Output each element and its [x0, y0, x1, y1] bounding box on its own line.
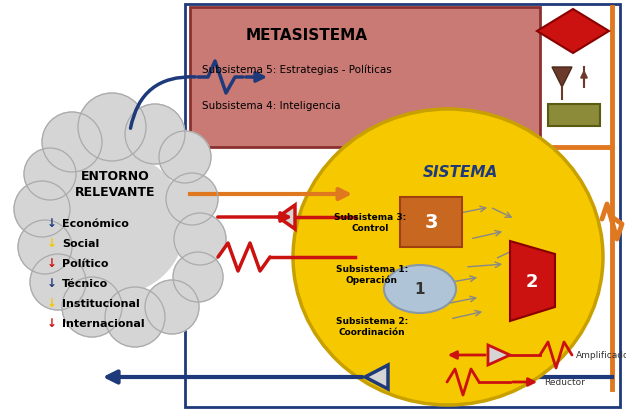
- Circle shape: [159, 132, 211, 183]
- Text: Amplificador: Amplificador: [576, 351, 626, 360]
- Circle shape: [174, 214, 226, 266]
- Text: ↓: ↓: [47, 277, 57, 290]
- Text: Técnico: Técnico: [62, 278, 108, 288]
- Circle shape: [42, 113, 102, 173]
- Polygon shape: [552, 68, 572, 88]
- Polygon shape: [365, 365, 388, 389]
- Text: ↓: ↓: [47, 297, 57, 310]
- Polygon shape: [537, 10, 609, 54]
- Circle shape: [14, 182, 70, 237]
- Text: Político: Político: [62, 259, 108, 268]
- Text: SISTEMA: SISTEMA: [423, 165, 498, 180]
- Circle shape: [62, 277, 122, 337]
- Text: Subsistema 1:
Operación: Subsistema 1: Operación: [336, 264, 408, 284]
- Circle shape: [125, 105, 185, 165]
- Text: METASISTEMA: METASISTEMA: [245, 28, 367, 43]
- Text: 3: 3: [424, 213, 438, 232]
- Text: ↓: ↓: [47, 257, 57, 270]
- FancyBboxPatch shape: [548, 105, 600, 127]
- Text: Reductor: Reductor: [544, 377, 585, 387]
- Text: Subsistema 5: Estrategias - Políticas: Subsistema 5: Estrategias - Políticas: [202, 64, 392, 75]
- Text: ↓: ↓: [47, 217, 57, 230]
- Text: ↓: ↓: [47, 317, 57, 330]
- Text: 2: 2: [526, 272, 538, 290]
- Circle shape: [166, 173, 218, 225]
- Text: Económico: Económico: [62, 218, 129, 228]
- FancyArrowPatch shape: [130, 78, 195, 129]
- Text: Subsistema 3:
Control: Subsistema 3: Control: [334, 213, 406, 232]
- FancyBboxPatch shape: [400, 197, 462, 247]
- Circle shape: [18, 221, 72, 274]
- Polygon shape: [510, 242, 555, 321]
- Text: Internacional: Internacional: [62, 318, 145, 328]
- Polygon shape: [488, 345, 510, 365]
- Circle shape: [78, 94, 146, 161]
- Circle shape: [173, 252, 223, 302]
- Polygon shape: [278, 206, 295, 230]
- FancyBboxPatch shape: [190, 8, 540, 147]
- Text: Institucional: Institucional: [62, 298, 140, 308]
- Text: Subsistema 4: Inteligencia: Subsistema 4: Inteligencia: [202, 101, 341, 111]
- Circle shape: [105, 287, 165, 347]
- Circle shape: [145, 280, 199, 334]
- Text: Social: Social: [62, 238, 100, 248]
- Text: ↓: ↓: [47, 237, 57, 250]
- Circle shape: [45, 154, 185, 294]
- Text: ENTORNO
RELEVANTE: ENTORNO RELEVANTE: [74, 170, 155, 199]
- Text: 1: 1: [415, 282, 425, 297]
- Ellipse shape: [384, 266, 456, 313]
- Circle shape: [24, 149, 76, 201]
- Circle shape: [30, 254, 86, 310]
- Ellipse shape: [293, 110, 603, 405]
- Text: Subsistema 2:
Coordinación: Subsistema 2: Coordinación: [336, 316, 408, 336]
